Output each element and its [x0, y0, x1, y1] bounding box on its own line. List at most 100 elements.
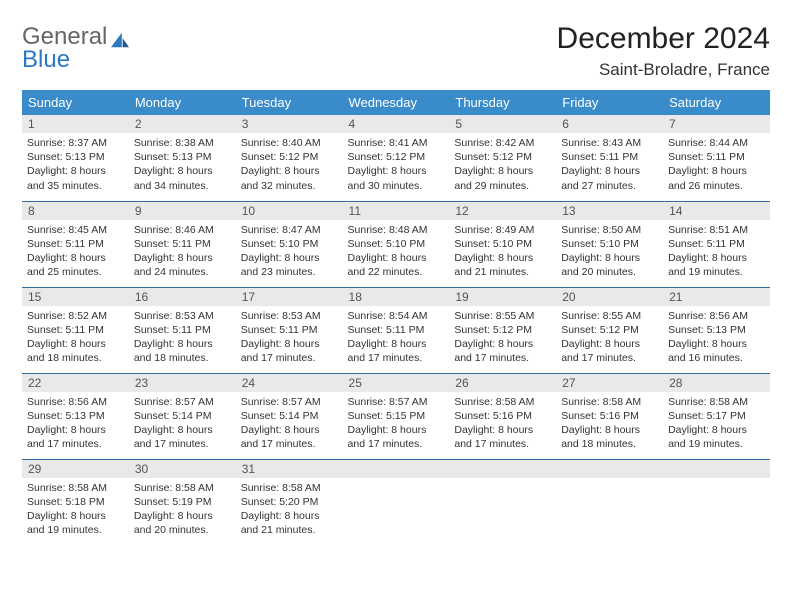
- calendar-day-cell: 2Sunrise: 8:38 AMSunset: 5:13 PMDaylight…: [129, 115, 236, 201]
- sunrise-line: Sunrise: 8:56 AM: [668, 309, 765, 323]
- sunset-line: Sunset: 5:13 PM: [27, 150, 124, 164]
- day-details: Sunrise: 8:47 AMSunset: 5:10 PMDaylight:…: [236, 220, 343, 284]
- sunset-line: Sunset: 5:14 PM: [241, 409, 338, 423]
- day-details: Sunrise: 8:57 AMSunset: 5:14 PMDaylight:…: [236, 392, 343, 456]
- day-number: 6: [556, 115, 663, 133]
- day-details: Sunrise: 8:42 AMSunset: 5:12 PMDaylight:…: [449, 133, 556, 197]
- day-number: 12: [449, 202, 556, 220]
- day-details: Sunrise: 8:54 AMSunset: 5:11 PMDaylight:…: [343, 306, 450, 370]
- daylight-line: Daylight: 8 hours and 18 minutes.: [561, 423, 658, 451]
- daylight-line: Daylight: 8 hours and 17 minutes.: [454, 337, 551, 365]
- daylight-line: Daylight: 8 hours and 24 minutes.: [134, 251, 231, 279]
- sunset-line: Sunset: 5:13 PM: [134, 150, 231, 164]
- calendar-day-cell: 9Sunrise: 8:46 AMSunset: 5:11 PMDaylight…: [129, 201, 236, 287]
- weekday-header: Sunday: [22, 90, 129, 115]
- sunrise-line: Sunrise: 8:58 AM: [27, 481, 124, 495]
- sunrise-line: Sunrise: 8:45 AM: [27, 223, 124, 237]
- location-subtitle: Saint-Broladre, France: [557, 60, 770, 80]
- sunrise-line: Sunrise: 8:44 AM: [668, 136, 765, 150]
- sunrise-line: Sunrise: 8:42 AM: [454, 136, 551, 150]
- calendar-day-cell: 26Sunrise: 8:58 AMSunset: 5:16 PMDayligh…: [449, 373, 556, 459]
- calendar-day-cell: 5Sunrise: 8:42 AMSunset: 5:12 PMDaylight…: [449, 115, 556, 201]
- sunrise-line: Sunrise: 8:57 AM: [134, 395, 231, 409]
- calendar-day-cell: 31Sunrise: 8:58 AMSunset: 5:20 PMDayligh…: [236, 459, 343, 545]
- daylight-line: Daylight: 8 hours and 19 minutes.: [668, 423, 765, 451]
- daylight-line: Daylight: 8 hours and 19 minutes.: [27, 509, 124, 537]
- sunrise-line: Sunrise: 8:46 AM: [134, 223, 231, 237]
- daylight-line: Daylight: 8 hours and 23 minutes.: [241, 251, 338, 279]
- sunset-line: Sunset: 5:20 PM: [241, 495, 338, 509]
- brand-logo: General Blue: [22, 22, 131, 72]
- day-number: 14: [663, 202, 770, 220]
- day-number: 11: [343, 202, 450, 220]
- calendar-day-cell: 21Sunrise: 8:56 AMSunset: 5:13 PMDayligh…: [663, 287, 770, 373]
- sail-icon: [109, 31, 131, 49]
- weekday-header: Thursday: [449, 90, 556, 115]
- calendar-week-row: 15Sunrise: 8:52 AMSunset: 5:11 PMDayligh…: [22, 287, 770, 373]
- day-number: 10: [236, 202, 343, 220]
- sunset-line: Sunset: 5:11 PM: [134, 237, 231, 251]
- calendar-day-cell: 25Sunrise: 8:57 AMSunset: 5:15 PMDayligh…: [343, 373, 450, 459]
- calendar-day-cell: 19Sunrise: 8:55 AMSunset: 5:12 PMDayligh…: [449, 287, 556, 373]
- daylight-line: Daylight: 8 hours and 17 minutes.: [348, 423, 445, 451]
- sunrise-line: Sunrise: 8:51 AM: [668, 223, 765, 237]
- day-number: 13: [556, 202, 663, 220]
- day-details: Sunrise: 8:44 AMSunset: 5:11 PMDaylight:…: [663, 133, 770, 197]
- sunset-line: Sunset: 5:12 PM: [348, 150, 445, 164]
- calendar-day-cell: 3Sunrise: 8:40 AMSunset: 5:12 PMDaylight…: [236, 115, 343, 201]
- day-details: Sunrise: 8:58 AMSunset: 5:18 PMDaylight:…: [22, 478, 129, 542]
- day-number: 20: [556, 288, 663, 306]
- daylight-line: Daylight: 8 hours and 18 minutes.: [134, 337, 231, 365]
- sunset-line: Sunset: 5:10 PM: [561, 237, 658, 251]
- day-number: 27: [556, 374, 663, 392]
- day-details: Sunrise: 8:52 AMSunset: 5:11 PMDaylight:…: [22, 306, 129, 370]
- sunrise-line: Sunrise: 8:40 AM: [241, 136, 338, 150]
- sunset-line: Sunset: 5:15 PM: [348, 409, 445, 423]
- calendar-day-cell: 8Sunrise: 8:45 AMSunset: 5:11 PMDaylight…: [22, 201, 129, 287]
- calendar-day-cell: 11Sunrise: 8:48 AMSunset: 5:10 PMDayligh…: [343, 201, 450, 287]
- daylight-line: Daylight: 8 hours and 35 minutes.: [27, 164, 124, 192]
- sunset-line: Sunset: 5:11 PM: [668, 237, 765, 251]
- weekday-header: Friday: [556, 90, 663, 115]
- day-details: Sunrise: 8:50 AMSunset: 5:10 PMDaylight:…: [556, 220, 663, 284]
- calendar-day-cell: 10Sunrise: 8:47 AMSunset: 5:10 PMDayligh…: [236, 201, 343, 287]
- day-details: Sunrise: 8:56 AMSunset: 5:13 PMDaylight:…: [663, 306, 770, 370]
- daylight-line: Daylight: 8 hours and 17 minutes.: [241, 423, 338, 451]
- daylight-line: Daylight: 8 hours and 17 minutes.: [454, 423, 551, 451]
- sunset-line: Sunset: 5:12 PM: [241, 150, 338, 164]
- day-number: 22: [22, 374, 129, 392]
- sunrise-line: Sunrise: 8:54 AM: [348, 309, 445, 323]
- day-details: Sunrise: 8:55 AMSunset: 5:12 PMDaylight:…: [556, 306, 663, 370]
- daylight-line: Daylight: 8 hours and 32 minutes.: [241, 164, 338, 192]
- day-number: 29: [22, 460, 129, 478]
- calendar-day-cell: [449, 459, 556, 545]
- page-title: December 2024: [557, 22, 770, 56]
- daylight-line: Daylight: 8 hours and 34 minutes.: [134, 164, 231, 192]
- day-details: Sunrise: 8:58 AMSunset: 5:17 PMDaylight:…: [663, 392, 770, 456]
- sunrise-line: Sunrise: 8:58 AM: [241, 481, 338, 495]
- calendar-day-cell: 14Sunrise: 8:51 AMSunset: 5:11 PMDayligh…: [663, 201, 770, 287]
- calendar-day-cell: 27Sunrise: 8:58 AMSunset: 5:16 PMDayligh…: [556, 373, 663, 459]
- calendar-day-cell: 4Sunrise: 8:41 AMSunset: 5:12 PMDaylight…: [343, 115, 450, 201]
- sunset-line: Sunset: 5:18 PM: [27, 495, 124, 509]
- day-details: Sunrise: 8:38 AMSunset: 5:13 PMDaylight:…: [129, 133, 236, 197]
- day-number: 21: [663, 288, 770, 306]
- day-number: 19: [449, 288, 556, 306]
- sunset-line: Sunset: 5:11 PM: [134, 323, 231, 337]
- day-number: 25: [343, 374, 450, 392]
- calendar-day-cell: 6Sunrise: 8:43 AMSunset: 5:11 PMDaylight…: [556, 115, 663, 201]
- sunset-line: Sunset: 5:11 PM: [561, 150, 658, 164]
- calendar-week-row: 8Sunrise: 8:45 AMSunset: 5:11 PMDaylight…: [22, 201, 770, 287]
- sunset-line: Sunset: 5:13 PM: [668, 323, 765, 337]
- calendar-day-cell: [343, 459, 450, 545]
- sunset-line: Sunset: 5:13 PM: [27, 409, 124, 423]
- daylight-line: Daylight: 8 hours and 17 minutes.: [27, 423, 124, 451]
- sunrise-line: Sunrise: 8:58 AM: [561, 395, 658, 409]
- day-number: 24: [236, 374, 343, 392]
- sunset-line: Sunset: 5:12 PM: [454, 150, 551, 164]
- daylight-line: Daylight: 8 hours and 17 minutes.: [134, 423, 231, 451]
- sunset-line: Sunset: 5:10 PM: [454, 237, 551, 251]
- sunset-line: Sunset: 5:17 PM: [668, 409, 765, 423]
- sunset-line: Sunset: 5:11 PM: [27, 237, 124, 251]
- title-block: December 2024 Saint-Broladre, France: [557, 22, 770, 80]
